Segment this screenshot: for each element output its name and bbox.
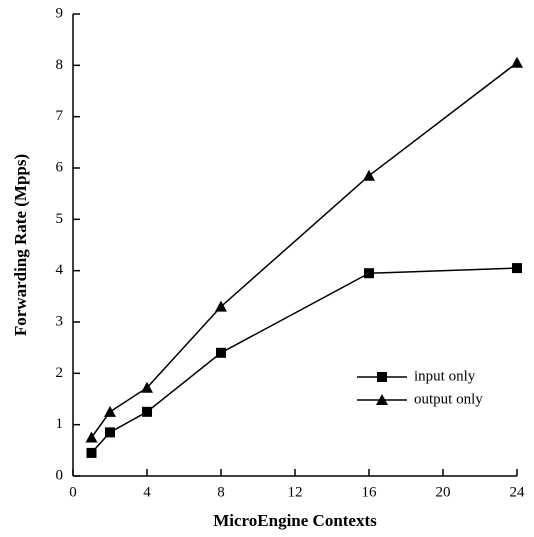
marker xyxy=(215,300,227,312)
y-tick-label: 3 xyxy=(56,313,64,329)
marker xyxy=(512,263,522,274)
y-axis-label: Forwarding Rate (Mpps) xyxy=(11,154,30,336)
marker xyxy=(85,431,98,443)
marker xyxy=(511,56,523,68)
y-tick-label: 1 xyxy=(56,416,64,432)
marker xyxy=(142,406,152,417)
marker xyxy=(86,447,97,458)
legend-label: output only xyxy=(414,391,483,407)
marker xyxy=(104,405,116,417)
y-tick-label: 0 xyxy=(56,467,64,483)
marker xyxy=(141,381,153,393)
series-line xyxy=(90,267,518,454)
y-tick-label: 2 xyxy=(56,365,64,381)
y-tick-label: 7 xyxy=(56,108,64,124)
legend-marker xyxy=(377,372,387,382)
x-tick-label: 8 xyxy=(217,484,225,500)
marker xyxy=(363,169,375,181)
x-axis-label: MicroEngine Contexts xyxy=(213,511,377,530)
x-tick-label: 20 xyxy=(436,484,451,500)
y-tick-label: 6 xyxy=(56,159,64,175)
y-tick-label: 9 xyxy=(56,5,64,21)
y-tick-label: 4 xyxy=(56,262,64,278)
marker xyxy=(364,268,374,279)
marker xyxy=(216,347,226,358)
x-tick-label: 24 xyxy=(510,484,526,500)
x-tick-label: 4 xyxy=(143,484,151,500)
y-tick-label: 5 xyxy=(56,211,64,227)
x-tick-label: 16 xyxy=(362,484,378,500)
y-tick-label: 8 xyxy=(56,57,64,73)
x-tick-label: 12 xyxy=(288,484,303,500)
marker xyxy=(105,427,115,438)
x-tick-label: 0 xyxy=(69,484,77,500)
legend-marker xyxy=(376,394,388,405)
legend-label: input only xyxy=(414,368,476,384)
